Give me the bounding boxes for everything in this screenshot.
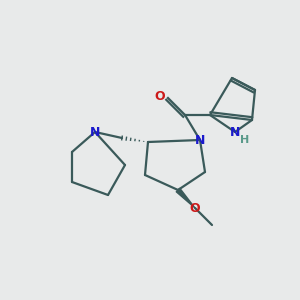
Text: O: O	[155, 89, 165, 103]
Polygon shape	[176, 188, 195, 208]
Text: O: O	[190, 202, 200, 214]
Text: N: N	[230, 125, 240, 139]
Text: H: H	[240, 135, 250, 145]
Text: N: N	[195, 134, 205, 146]
Text: N: N	[90, 125, 100, 139]
